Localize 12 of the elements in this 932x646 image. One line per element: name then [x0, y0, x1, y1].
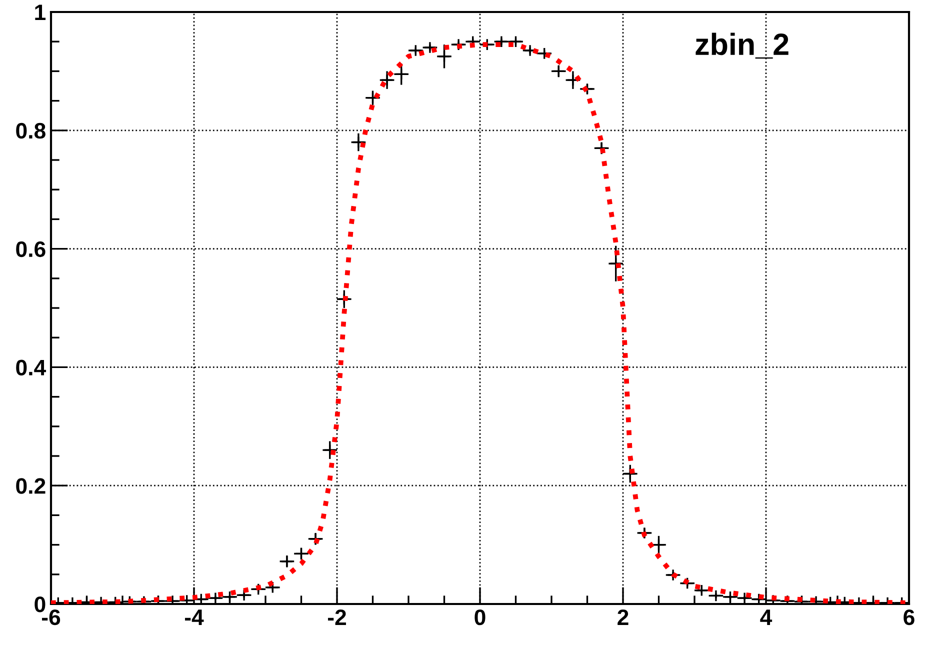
- x-tick-label: -2: [328, 609, 346, 625]
- y-tick-label: 0.4: [16, 360, 46, 376]
- y-tick-label: 1: [35, 4, 46, 20]
- y-tick-label: 0.6: [16, 241, 46, 258]
- x-tick-label: -4: [184, 610, 204, 625]
- y-tick-label: 0.8: [16, 122, 46, 139]
- x-tick-label: 4: [760, 610, 772, 625]
- text: zbin_2: [696, 32, 788, 59]
- x-tick-label: 6: [904, 609, 914, 626]
- x-tick-label: 2: [618, 609, 628, 625]
- y-tick-label: 0.2: [16, 478, 46, 494]
- x-tick-label: 0: [474, 609, 486, 626]
